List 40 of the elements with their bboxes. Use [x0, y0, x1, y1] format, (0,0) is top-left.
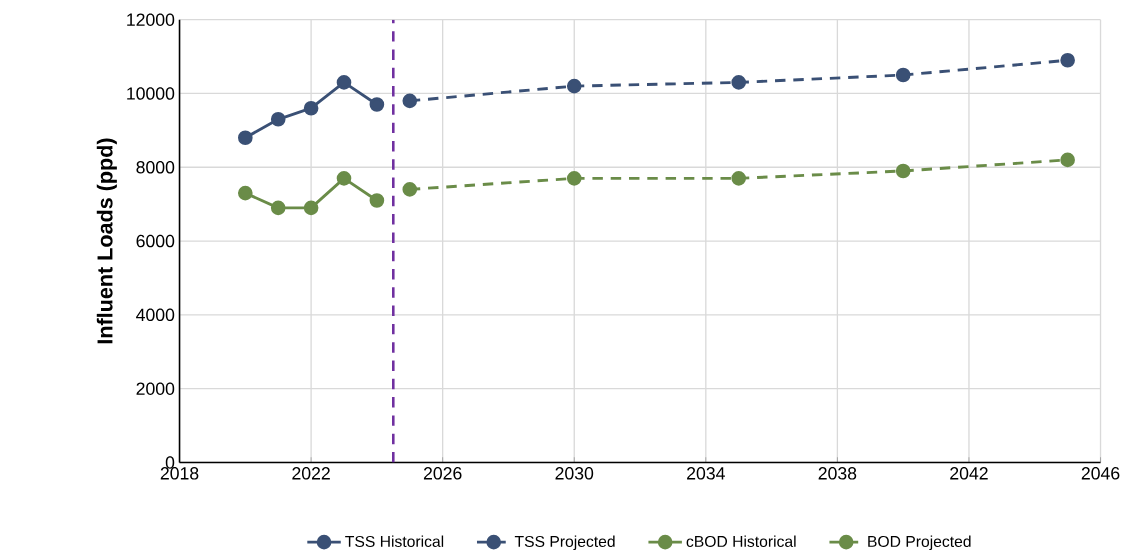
point — [1060, 52, 1075, 68]
x-tick-label: 2042 — [950, 467, 988, 480]
y-tick-label: 6000 — [136, 234, 175, 248]
point — [270, 112, 286, 127]
legend-label: TSS Historical — [345, 535, 444, 548]
legend-label: cBOD Historical — [686, 535, 796, 548]
point — [1060, 152, 1075, 168]
point — [303, 100, 319, 116]
point — [369, 97, 385, 112]
point — [895, 163, 911, 179]
point — [303, 200, 319, 216]
point — [238, 185, 253, 201]
legend-label: BOD Projected — [868, 535, 971, 551]
x-tick-label: 2018 — [160, 467, 199, 480]
y-tick-label: 4000 — [136, 308, 175, 322]
x-tick-label: 2046 — [1081, 467, 1120, 480]
y-tick-label: 10000 — [127, 87, 175, 100]
legend-label: TSS Projected — [514, 535, 615, 551]
point — [895, 67, 911, 83]
y-tick-label: 0 — [165, 456, 175, 469]
y-tick-label: 12000 — [127, 13, 175, 26]
y-tick-label: 2000 — [136, 382, 175, 395]
x-tick-label: 2030 — [555, 467, 594, 480]
point — [238, 130, 253, 146]
x-tick-label: 2022 — [292, 467, 330, 480]
point — [402, 182, 418, 197]
point — [402, 93, 418, 109]
y-tick-label: 8000 — [136, 161, 175, 174]
x-tick-label: 2038 — [818, 467, 857, 480]
x-tick-label: 2034 — [687, 467, 725, 480]
point — [566, 171, 582, 186]
point — [566, 78, 582, 94]
point — [369, 193, 385, 208]
point — [731, 75, 747, 90]
point — [731, 171, 747, 186]
point — [336, 171, 352, 186]
point — [336, 75, 352, 90]
x-tick-label: 2026 — [423, 467, 462, 480]
y-axis-title: Influent Loads (ppd) — [96, 138, 117, 344]
point — [270, 200, 286, 216]
